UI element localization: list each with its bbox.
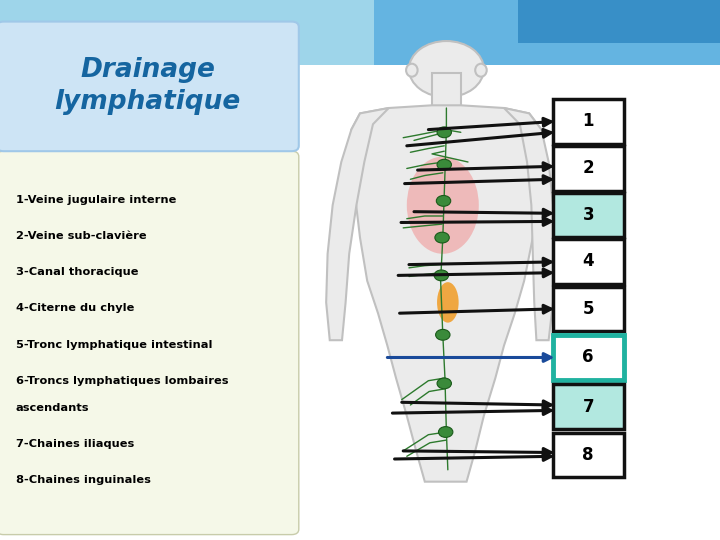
Text: 7: 7 (582, 397, 594, 416)
FancyBboxPatch shape (553, 146, 624, 191)
FancyBboxPatch shape (0, 22, 299, 151)
FancyBboxPatch shape (553, 433, 624, 477)
FancyBboxPatch shape (553, 193, 624, 237)
Ellipse shape (406, 64, 418, 77)
FancyBboxPatch shape (553, 99, 624, 144)
Text: 1: 1 (582, 112, 594, 131)
Text: 8-Chaines inguinales: 8-Chaines inguinales (16, 475, 150, 485)
Text: 5-Tronc lymphatique intestinal: 5-Tronc lymphatique intestinal (16, 340, 212, 349)
Ellipse shape (437, 282, 459, 322)
Circle shape (436, 329, 450, 340)
Circle shape (435, 232, 449, 243)
FancyBboxPatch shape (374, 0, 720, 65)
Circle shape (437, 127, 451, 138)
FancyBboxPatch shape (553, 239, 624, 284)
Ellipse shape (475, 64, 487, 77)
Circle shape (436, 195, 451, 206)
Circle shape (409, 41, 484, 97)
FancyBboxPatch shape (553, 287, 624, 331)
Text: 1-Veine jugulaire interne: 1-Veine jugulaire interne (16, 195, 176, 205)
FancyBboxPatch shape (553, 384, 624, 429)
Text: 3-Canal thoracique: 3-Canal thoracique (16, 267, 138, 277)
Text: 7-Chaines iliaques: 7-Chaines iliaques (16, 439, 134, 449)
Circle shape (438, 427, 453, 437)
Text: 6: 6 (582, 348, 594, 367)
Circle shape (437, 159, 451, 170)
FancyBboxPatch shape (518, 0, 720, 43)
Ellipse shape (407, 157, 479, 254)
Text: 2: 2 (582, 159, 594, 178)
Text: 6-Troncs lymphatiques lombaires: 6-Troncs lymphatiques lombaires (16, 376, 228, 386)
Circle shape (437, 378, 451, 389)
Polygon shape (351, 105, 541, 482)
Text: 4: 4 (582, 252, 594, 271)
Text: ascendants: ascendants (16, 403, 89, 413)
Polygon shape (326, 108, 389, 340)
FancyBboxPatch shape (553, 335, 624, 380)
Polygon shape (504, 108, 554, 340)
Text: 3: 3 (582, 206, 594, 224)
FancyBboxPatch shape (432, 73, 461, 108)
FancyBboxPatch shape (0, 0, 720, 65)
Text: Drainage
lymphatique: Drainage lymphatique (55, 57, 240, 116)
Circle shape (434, 270, 449, 281)
Text: 4-Citerne du chyle: 4-Citerne du chyle (16, 303, 134, 313)
Text: 5: 5 (582, 300, 594, 318)
FancyBboxPatch shape (0, 151, 299, 535)
Text: 2-Veine sub-clavière: 2-Veine sub-clavière (16, 231, 146, 241)
Text: 8: 8 (582, 446, 594, 464)
